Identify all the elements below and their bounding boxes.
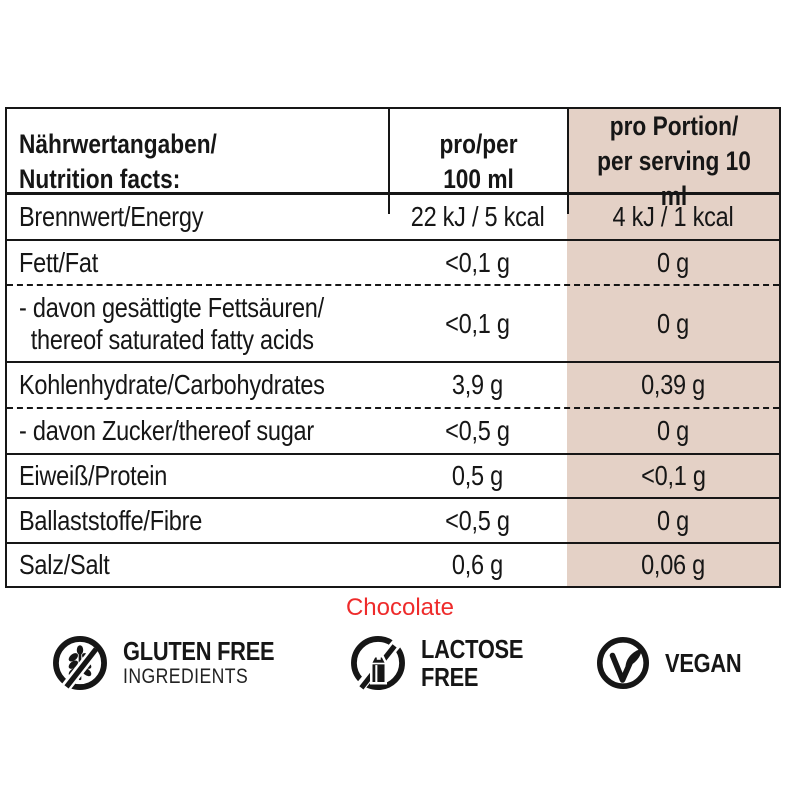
header-per-100ml: pro/per 100 ml: [388, 109, 567, 215]
row-label: Salz/Salt: [19, 549, 110, 580]
header-nutrition-facts: Nährwertangaben/ Nutrition facts:: [19, 128, 217, 194]
vegan-v-leaf-icon: [596, 636, 650, 690]
badge-subtitle: FREE: [421, 662, 479, 692]
milk-carton-crossed-icon: [351, 636, 405, 691]
table-row-fibre: Ballaststoffe/Fibre <0,5 g 0 g: [7, 499, 779, 544]
table-row-saturated-fat: - davon gesättigte Fettsäuren/thereof sa…: [7, 286, 779, 363]
per-serving-value: 0 g: [657, 415, 689, 446]
per-serving-value: 0,39 g: [641, 369, 705, 400]
per-serving-column-background: [567, 109, 779, 586]
table-row-salt: Salz/Salt 0,6 g 0,06 g: [7, 544, 779, 586]
row-label: Ballaststoffe/Fibre: [19, 504, 203, 536]
badge-title: GLUTEN FREE: [123, 636, 275, 666]
row-label: Kohlenhydrate/Carbohydrates: [19, 369, 325, 400]
row-label: Brennwert/Energy: [19, 201, 204, 232]
per-serving-value: 0 g: [657, 246, 689, 278]
per-serving-value: 0 g: [657, 307, 689, 339]
lactose-free-badge: LACTOSE FREE: [350, 634, 543, 692]
gluten-free-badge: GLUTEN FREE INGREDIENTS: [52, 634, 303, 692]
per-serving-value: <0,1 g: [640, 460, 706, 491]
row-label: - davon Zucker/thereof sugar: [19, 415, 314, 446]
row-label: Eiweiß/Protein: [19, 460, 168, 491]
wheat-crossed-icon: [53, 636, 107, 691]
row-label: Fett/Fat: [19, 246, 99, 278]
table-row-energy: Brennwert/Energy 22 kJ / 5 kcal 4 kJ / 1…: [7, 195, 779, 241]
table-header-row: Nährwertangaben/ Nutrition facts: pro/pe…: [7, 109, 779, 215]
flavor-variant-label: Chocolate: [345, 594, 455, 621]
nutrition-table: Nährwertangaben/ Nutrition facts: pro/pe…: [5, 107, 781, 588]
per-100ml-value: <0,1 g: [445, 246, 510, 278]
table-row-sugar: - davon Zucker/thereof sugar <0,5 g 0 g: [7, 409, 779, 455]
table-row-carbohydrates: Kohlenhydrate/Carbohydrates 3,9 g 0,39 g: [7, 363, 779, 409]
per-100ml-value: 0,5 g: [451, 460, 504, 491]
per-100ml-value: <0,5 g: [445, 415, 510, 446]
badge-subtitle: INGREDIENTS: [123, 665, 249, 688]
per-serving-value: 0 g: [657, 504, 689, 536]
badge-title: VEGAN: [665, 648, 742, 678]
per-100ml-value: 3,9 g: [451, 369, 504, 400]
per-serving-value: 0,06 g: [641, 549, 705, 580]
per-100ml-value: <0,1 g: [445, 307, 510, 339]
table-row-fat: Fett/Fat <0,1 g 0 g: [7, 241, 779, 286]
row-label: - davon gesättigte Fettsäuren/thereof sa…: [19, 291, 324, 355]
badge-title: LACTOSE: [421, 634, 524, 664]
header-per-serving: pro Portion/ per serving 10 ml: [567, 109, 779, 215]
per-100ml-value: 0,6 g: [451, 549, 504, 580]
per-serving-value: 4 kJ / 1 kcal: [612, 201, 734, 232]
table-row-protein: Eiweiß/Protein 0,5 g <0,1 g: [7, 455, 779, 499]
per-100ml-value: <0,5 g: [445, 504, 510, 536]
vegan-badge: VEGAN: [596, 634, 756, 692]
per-100ml-value: 22 kJ / 5 kcal: [410, 201, 545, 232]
